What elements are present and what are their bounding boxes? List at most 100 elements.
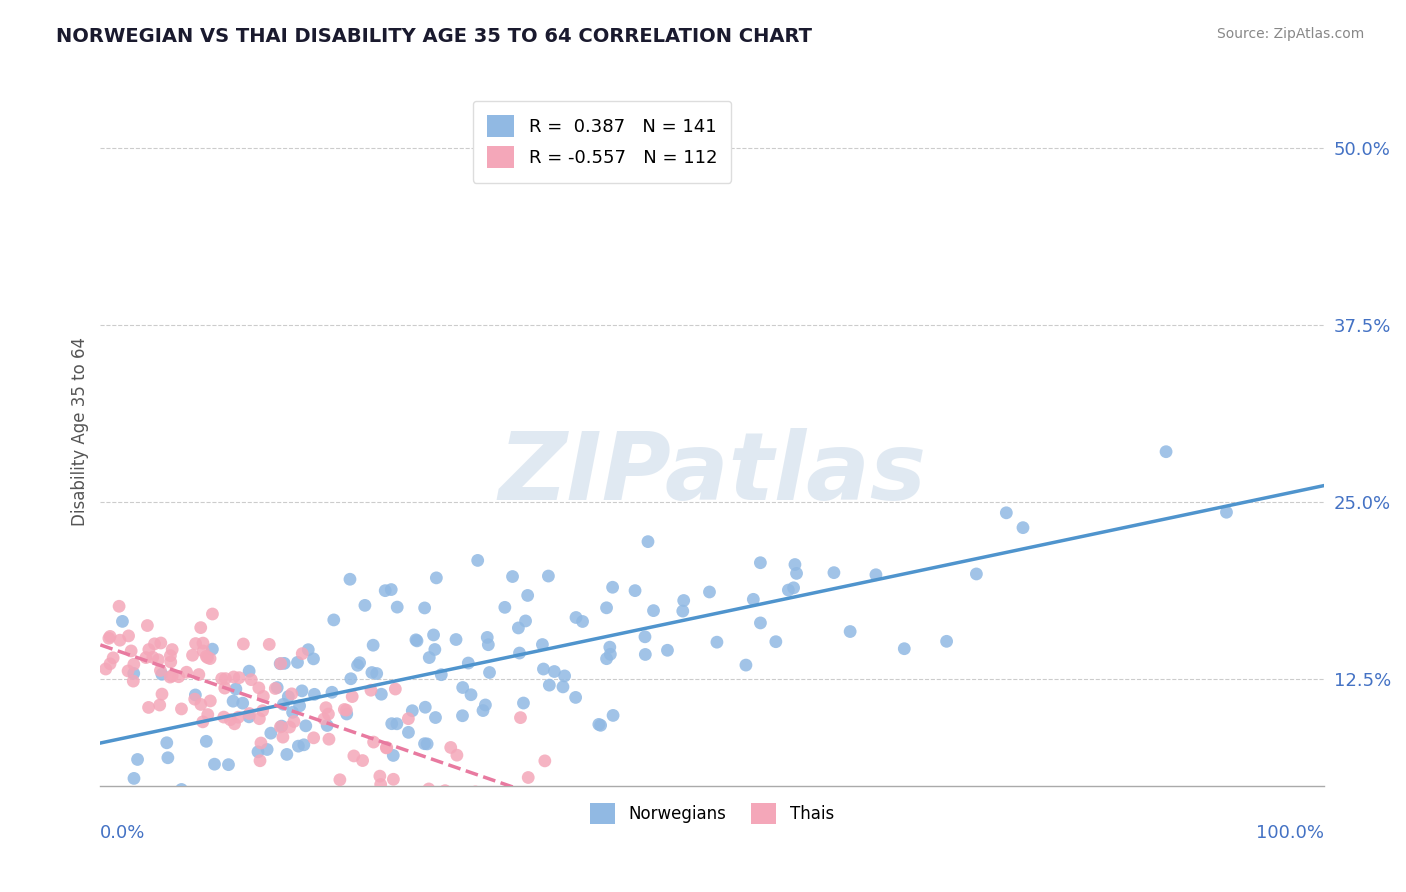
Point: [672, 593, 695, 607]
Point: [195, 734, 218, 748]
Point: [508, 646, 530, 660]
Point: [136, 618, 159, 632]
Point: [197, 707, 219, 722]
Point: [361, 638, 384, 652]
Point: [406, 633, 429, 648]
Point: [543, 665, 565, 679]
Point: [302, 731, 325, 745]
Point: [735, 658, 758, 673]
Point: [460, 688, 482, 702]
Point: [415, 786, 437, 800]
Point: [218, 757, 240, 772]
Point: [136, 786, 159, 800]
Point: [396, 712, 419, 726]
Point: [595, 600, 617, 615]
Point: [370, 687, 392, 701]
Point: [343, 804, 366, 818]
Point: [181, 648, 204, 663]
Point: [599, 647, 621, 661]
Point: [228, 710, 250, 724]
Point: [238, 664, 260, 678]
Point: [167, 670, 190, 684]
Point: [222, 694, 245, 708]
Point: [122, 772, 145, 786]
Point: [266, 681, 288, 695]
Point: [418, 650, 440, 665]
Point: [440, 740, 463, 755]
Point: [522, 815, 544, 830]
Point: [184, 636, 207, 650]
Point: [269, 657, 291, 671]
Point: [446, 748, 468, 763]
Point: [329, 772, 352, 787]
Point: [211, 672, 233, 686]
Point: [190, 621, 212, 635]
Point: [405, 632, 427, 647]
Point: [335, 703, 357, 717]
Point: [277, 690, 299, 704]
Point: [634, 630, 657, 644]
Point: [464, 785, 486, 799]
Point: [387, 600, 409, 615]
Point: [451, 681, 474, 695]
Text: Source: ZipAtlas.com: Source: ZipAtlas.com: [1216, 27, 1364, 41]
Point: [554, 669, 576, 683]
Point: [783, 558, 806, 572]
Y-axis label: Disability Age 35 to 64: Disability Age 35 to 64: [72, 337, 89, 526]
Point: [198, 651, 221, 665]
Point: [195, 649, 218, 664]
Point: [122, 674, 145, 689]
Point: [865, 567, 887, 582]
Point: [478, 665, 501, 680]
Point: [413, 601, 436, 615]
Point: [672, 604, 695, 618]
Point: [98, 629, 121, 643]
Point: [602, 580, 624, 594]
Point: [247, 681, 270, 695]
Point: [375, 740, 398, 755]
Point: [122, 666, 145, 681]
Point: [270, 719, 292, 733]
Point: [297, 642, 319, 657]
Point: [252, 704, 274, 718]
Point: [160, 669, 183, 683]
Point: [534, 754, 557, 768]
Point: [571, 615, 593, 629]
Point: [138, 642, 160, 657]
Point: [215, 793, 238, 807]
Point: [538, 678, 561, 692]
Point: [304, 687, 326, 701]
Point: [250, 736, 273, 750]
Point: [363, 735, 385, 749]
Point: [565, 610, 588, 624]
Point: [156, 750, 179, 764]
Point: [935, 634, 957, 648]
Point: [240, 673, 263, 687]
Text: NORWEGIAN VS THAI DISABILITY AGE 35 TO 64 CORRELATION CHART: NORWEGIAN VS THAI DISABILITY AGE 35 TO 6…: [56, 27, 813, 45]
Point: [322, 613, 344, 627]
Text: ZIPatlas: ZIPatlas: [498, 428, 927, 520]
Point: [782, 581, 804, 595]
Point: [361, 665, 384, 680]
Point: [257, 637, 280, 651]
Point: [149, 698, 172, 712]
Point: [374, 583, 396, 598]
Point: [273, 698, 295, 712]
Point: [270, 657, 292, 671]
Point: [457, 656, 479, 670]
Point: [318, 706, 340, 721]
Point: [339, 572, 361, 586]
Point: [98, 657, 121, 671]
Point: [343, 748, 366, 763]
Point: [995, 506, 1018, 520]
Point: [247, 712, 270, 726]
Point: [200, 694, 222, 708]
Point: [312, 712, 335, 726]
Point: [159, 648, 181, 663]
Point: [281, 706, 304, 720]
Point: [353, 790, 375, 805]
Point: [382, 772, 405, 787]
Point: [352, 754, 374, 768]
Point: [238, 706, 260, 721]
Point: [380, 582, 402, 597]
